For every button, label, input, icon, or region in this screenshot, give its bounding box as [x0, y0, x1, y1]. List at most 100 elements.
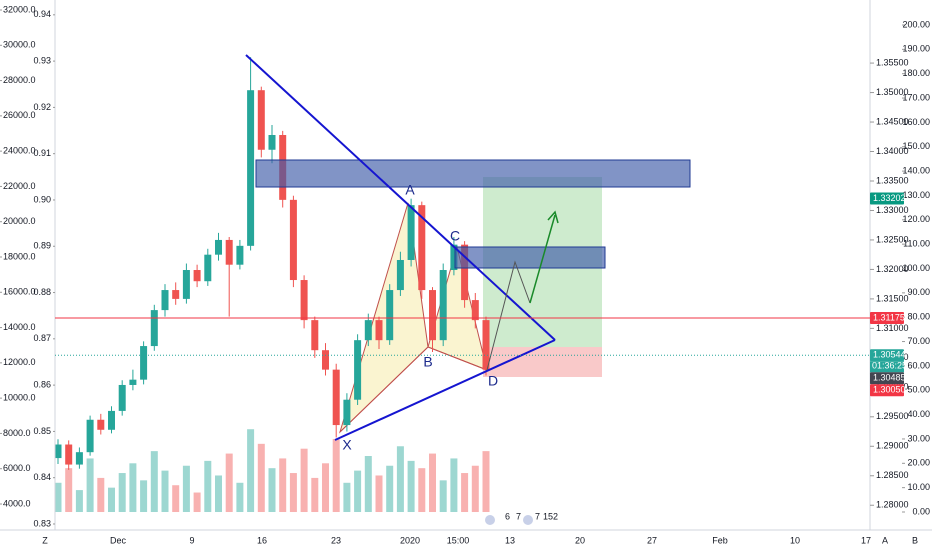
y-tick-label: 1.29500: [876, 411, 909, 421]
candle-body: [204, 254, 212, 282]
volume-bar: [386, 465, 394, 513]
candle-body: [118, 384, 126, 411]
volume-bar: [150, 451, 158, 513]
left-tick-label: 10000.0: [3, 393, 36, 403]
candle-body: [429, 290, 436, 341]
volume-bar: [418, 468, 426, 513]
left-tick-label: 18000.0: [3, 251, 36, 261]
y-tick-label: 1.34500: [876, 116, 909, 126]
candle-body: [108, 410, 115, 430]
volume-bar: [193, 492, 201, 513]
left2-tick-label: 0.92: [33, 102, 51, 112]
candle-body: [375, 320, 383, 341]
x-tick-label: 20: [575, 535, 585, 545]
candle-body: [322, 350, 329, 370]
left-tick-label: 24000.0: [3, 146, 36, 156]
toolbar-button[interactable]: A: [882, 535, 888, 545]
event-count: 7: [535, 511, 540, 521]
volume-bar: [108, 487, 115, 513]
pattern-label: A: [405, 182, 415, 198]
y2-tick-label: 170.00: [902, 92, 930, 102]
x-tick-label: 9: [189, 535, 194, 545]
volume-bar: [461, 473, 469, 513]
x-tick-label: 2020: [400, 535, 420, 545]
volume-bar: [182, 465, 190, 513]
pattern-xb: [339, 346, 429, 433]
left-tick-label: 22000.0: [3, 181, 36, 191]
candle-body: [418, 205, 426, 291]
y2-tick-label: 20.00: [907, 458, 930, 468]
left-tick-label: 30000.0: [3, 40, 36, 50]
toolbar-button[interactable]: B: [912, 535, 918, 545]
volume-bar: [65, 468, 73, 513]
volume-bar: [225, 453, 233, 513]
trend-line-upper: [245, 54, 556, 341]
price-tag: [870, 349, 904, 362]
left-tick-label: 14000.0: [3, 322, 36, 332]
volume-bar: [429, 453, 436, 513]
pattern-label: X: [342, 437, 352, 453]
y2-tick-label: 140.00: [902, 165, 930, 175]
countdown-tag: [870, 361, 904, 373]
volume-bar: [75, 490, 83, 513]
pattern-label: C: [450, 228, 460, 244]
y-tick-label: 1.29000: [876, 441, 909, 451]
candle-body: [172, 290, 180, 299]
candle-body: [386, 290, 394, 341]
left-tick-label: 26000.0: [3, 110, 36, 120]
drawings-front: X A B C D: [245, 54, 691, 453]
event-count: 7: [516, 511, 521, 521]
candle-body: [247, 90, 255, 246]
events: 6 7 7 152: [485, 511, 558, 525]
event-icon[interactable]: [485, 515, 495, 525]
volume-bar: [482, 451, 490, 513]
x-tick-label: 16: [257, 535, 267, 545]
left-tick-label: 12000.0: [3, 357, 36, 367]
y2-tick-label: 80.00: [907, 312, 930, 322]
candle-body: [225, 239, 233, 265]
volume-bar: [118, 473, 126, 513]
candle-body: [268, 135, 276, 150]
candle-body: [182, 270, 190, 299]
volume-bar: [300, 448, 308, 513]
price-tag-label: 1.31175: [873, 312, 905, 322]
y-tick-label: 1.34000: [876, 146, 909, 156]
volume-bar: [332, 438, 340, 513]
left2-tick-label: 0.94: [33, 9, 51, 19]
y2-tick-label: 200.00: [902, 19, 930, 29]
volume-bar: [450, 458, 458, 513]
candle-body: [75, 452, 83, 465]
y-tick-label: 1.31500: [876, 293, 909, 303]
price-tag: [870, 372, 904, 385]
event-icon[interactable]: [523, 515, 533, 525]
candle-body: [65, 444, 73, 465]
volume-bar: [54, 482, 62, 513]
y-tick-label: 1.35500: [876, 57, 909, 67]
toolbar-button[interactable]: Z: [42, 535, 48, 545]
volume-bar: [364, 456, 372, 513]
candle-body: [354, 340, 362, 400]
left-tick-label: 6000.0: [3, 463, 31, 473]
left2-tick-label: 0.91: [33, 148, 51, 158]
candles: [54, 57, 490, 470]
x-tick-label: 10: [790, 535, 800, 545]
y-tick-label: 1.33500: [876, 175, 909, 185]
pattern-label: D: [488, 373, 498, 389]
y-tick-label: 1.33000: [876, 205, 909, 215]
candle-body: [300, 280, 308, 321]
volume-bar: [407, 460, 415, 513]
x-tick-label: 13: [505, 535, 515, 545]
left2-tick-label: 0.86: [33, 379, 51, 389]
candle-body: [97, 419, 105, 430]
x-tick-label: 23: [331, 535, 341, 545]
left-tick-label: 16000.0: [3, 287, 36, 297]
volume-bar: [161, 470, 169, 513]
left-tick-label: 4000.0: [3, 498, 31, 508]
supply-zone: [255, 159, 691, 188]
volume-bar: [354, 470, 362, 513]
y-tick-label: 1.31000: [876, 323, 909, 333]
left2-tick-label: 0.85: [33, 426, 51, 436]
candle-body: [236, 245, 244, 265]
y2-tick-label: 180.00: [902, 68, 930, 78]
y2-tick-label: 90.00: [907, 287, 930, 297]
